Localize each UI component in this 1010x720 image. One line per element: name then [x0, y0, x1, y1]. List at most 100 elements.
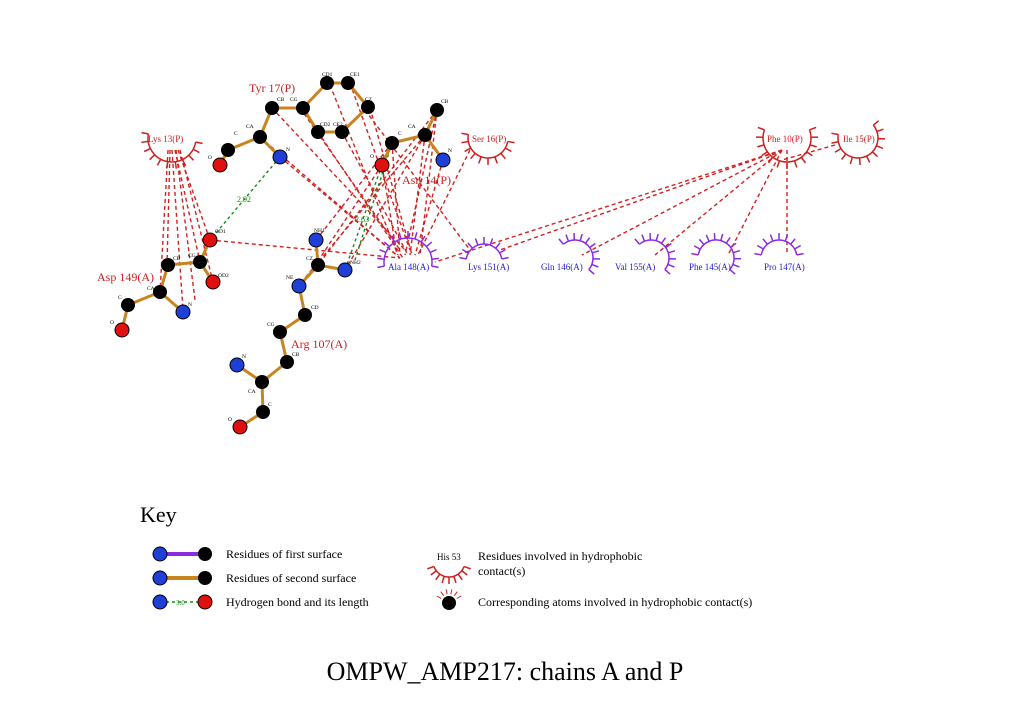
key-hydrophobic-label-line2: contact(s): [478, 564, 525, 578]
atom-label: O: [208, 155, 212, 161]
ala148-hydrophobic-arc: [377, 231, 439, 269]
atom-label: N: [286, 147, 290, 153]
arg107-c-atom: [256, 405, 270, 419]
key-atom-spike: [453, 591, 458, 597]
footer-title: OMPW_AMP217: chains A and P: [327, 657, 684, 686]
atom-label: CG: [290, 97, 298, 103]
asp149-cg-atom: [193, 255, 207, 269]
val155-hydrophobic-arc: [634, 232, 677, 275]
arg107-cb-atom: [280, 355, 294, 369]
key-atom-spike: [450, 589, 453, 595]
ile15-hydrophobic-arc: [831, 120, 886, 165]
arg107-cg-atom: [273, 325, 287, 339]
atom-label: CE1: [350, 72, 360, 78]
atom-label: CA: [246, 124, 254, 130]
key-first-surface-n-atom: [152, 546, 168, 562]
atom-label: N: [188, 302, 192, 308]
atom-label: O: [110, 320, 114, 326]
key-hbond-o-atom: [197, 594, 213, 610]
atom-label: NH1: [314, 228, 325, 234]
atom-label: CA: [147, 286, 155, 292]
residue-label-lys13: Lys 13(P): [148, 134, 183, 144]
gln146-hydrophobic-arc: [558, 232, 601, 275]
atom-label: CD2: [320, 122, 331, 128]
asn14-c-atom: [385, 136, 399, 150]
key-his-label: His 53: [437, 552, 461, 562]
pro147-hydrophobic-arc: [754, 233, 804, 256]
atom-label: C: [234, 131, 238, 137]
residue-labels: Tyr 17(P) Lys 13(P) Ser 16(P) Asn 14(P) …: [97, 81, 875, 351]
residue-label-asp149: Asp 149(A): [97, 270, 154, 284]
residue-label-pro147: Pro 147(A): [764, 262, 805, 272]
lys151-hydrophobic-arc: [459, 237, 509, 260]
atom-label: CA: [248, 389, 256, 395]
residue-label-phe10: Phe 10(P): [767, 134, 803, 144]
atom-label: CE2: [333, 122, 343, 128]
phe10-hydrophobic-arc: [755, 126, 819, 169]
tyr17-n-atom: [272, 149, 288, 165]
atom-label: CZ: [365, 97, 373, 103]
key-hydrophobic-label-line1: Residues involved in hydrophobic: [478, 549, 642, 563]
hbond-distance-2: 2.63: [355, 215, 369, 224]
atom-label: CG: [188, 253, 196, 259]
residue-label-asn14: Asn 14(P): [402, 173, 451, 187]
atom-label: CA: [408, 124, 416, 130]
arg107-n-atom: [229, 357, 245, 373]
key-second-surface-c-atom: [198, 571, 212, 585]
atom-label: NE: [286, 275, 294, 281]
atoms: [114, 76, 451, 435]
key-first-surface-c-atom: [198, 547, 212, 561]
residue-label-lys151: Lys 151(A): [468, 262, 509, 272]
asp149-o-atom: [114, 322, 130, 338]
ser16-hydrophobic-arc: [461, 132, 515, 165]
tyr17-cz-atom: [361, 100, 375, 114]
key-hbond-label: Hydrogen bond and its length: [226, 595, 369, 609]
residue-label-tyr17: Tyr 17(P): [249, 81, 295, 95]
key-his53-arc: [427, 565, 471, 584]
residue-label-ser16: Ser 16(P): [472, 134, 506, 144]
tyr17-cd2-atom: [311, 125, 325, 139]
key-hydrophobic-atom-spikes: [436, 589, 462, 599]
atom-label: NH2: [350, 260, 361, 266]
key-legend: Key Residues of first surface Residues o…: [140, 502, 752, 610]
residue-label-val155: Val 155(A): [615, 262, 655, 272]
atom-label: CB: [292, 352, 300, 358]
hydrophobic-residue-arcs: [141, 120, 886, 275]
key-atom-spike: [436, 595, 442, 599]
key-hydrophobic-arc: [427, 565, 471, 584]
residue-label-phe145: Phe 145(A): [689, 262, 731, 272]
residue-label-gln146: Gln 146(A): [541, 262, 583, 272]
hydrophobic-contacts: [159, 82, 836, 311]
atom-label: CD: [311, 305, 319, 311]
atom-label: C: [118, 295, 122, 301]
asp149-od1-atom: [202, 232, 218, 248]
atom-label: CZ: [306, 256, 314, 262]
asp149-n-atom: [175, 304, 191, 320]
arg107-ne-atom: [291, 278, 307, 294]
tyr17-ca-atom: [253, 130, 267, 144]
asn14-cb-atom: [430, 103, 444, 117]
tyr17-o-atom: [212, 157, 228, 173]
atom-label: CB: [173, 256, 181, 262]
arg107-nh1-atom: [308, 232, 324, 248]
atom-label: CD1: [322, 72, 333, 78]
asn14-o-atom: [374, 157, 390, 173]
arg107-cz-atom: [311, 258, 325, 272]
key-second-surface-label: Residues of second surface: [226, 571, 356, 585]
arg107-ca-atom: [255, 375, 269, 389]
key-atom-spike: [440, 591, 445, 597]
key-atoms-hydrophobic-label: Corresponding atoms involved in hydropho…: [478, 595, 752, 609]
tyr17-ce1-atom: [341, 76, 355, 90]
key-hbond-n-atom: [152, 594, 168, 610]
atom-label: CB: [441, 99, 449, 105]
lys13-hydrophobic-arc: [141, 131, 203, 169]
atom-labels: CD1 CE1 CB CG CZ CD2 CE2 CA C O N CB CA …: [110, 72, 452, 423]
tyr17-cd1-atom: [320, 76, 334, 90]
key-hydrophobic-atom: [442, 596, 456, 610]
key-atom-spike: [456, 595, 462, 599]
key-atom-spike: [445, 589, 448, 595]
key-hbond-sample-distance: 3.0: [176, 599, 185, 607]
asp149-od2-atom: [205, 274, 221, 290]
atom-label: O: [228, 417, 232, 423]
